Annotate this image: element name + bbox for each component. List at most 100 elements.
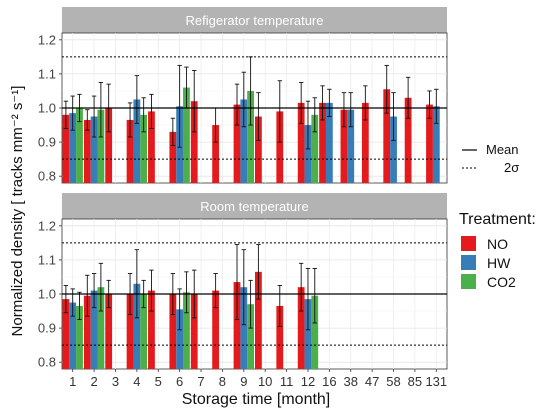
bar-co2-4 bbox=[140, 114, 148, 183]
bar-no-11 bbox=[276, 111, 284, 183]
error-bar-hw-9 bbox=[241, 71, 247, 128]
bar-no-1 bbox=[62, 299, 70, 369]
bar-co2-4 bbox=[140, 294, 148, 369]
error-bar-no-8 bbox=[213, 273, 218, 309]
y-axis-label: Normalized density [ tracks mm⁻² s⁻¹] bbox=[9, 86, 26, 337]
error-bar-co2-12 bbox=[312, 267, 317, 324]
error-bar-co2-6 bbox=[184, 271, 189, 314]
y-tick-label: 0.9 bbox=[38, 321, 56, 336]
error-bar-no-12 bbox=[298, 262, 304, 312]
bar-no-6 bbox=[169, 131, 177, 183]
y-tick-label: 0.9 bbox=[38, 135, 56, 150]
bar-hw-58 bbox=[390, 116, 397, 183]
error-bar-hw-6 bbox=[177, 288, 182, 331]
panel-strip bbox=[62, 193, 447, 219]
x-tick-label: 8 bbox=[219, 374, 226, 389]
x-tick-label: 16 bbox=[322, 374, 336, 389]
error-bar-hw-16 bbox=[327, 88, 332, 117]
x-tick-label: 7 bbox=[197, 374, 204, 389]
bar-no-2 bbox=[83, 119, 91, 183]
error-bar-no-10 bbox=[256, 92, 261, 141]
error-bar-no-47 bbox=[363, 85, 368, 121]
x-tick-label: 4 bbox=[133, 374, 140, 389]
error-bar-no-11 bbox=[277, 80, 282, 143]
x-tick-label: 12 bbox=[301, 374, 315, 389]
panels: Refigerator temperature0.80.91.01.11.2Ro… bbox=[38, 7, 448, 370]
bar-co2-9 bbox=[247, 304, 255, 369]
error-bar-no-16 bbox=[320, 85, 325, 121]
y-tick-label: 1.1 bbox=[38, 66, 56, 81]
bar-no-10 bbox=[254, 116, 262, 183]
bar-no-47 bbox=[361, 102, 369, 183]
error-bar-no-58 bbox=[384, 64, 389, 114]
bar-no-7 bbox=[190, 294, 198, 369]
reference-line-key: Mean 2σ bbox=[462, 142, 519, 175]
x-tick-label: 1 bbox=[69, 374, 76, 389]
x-tick-label: 85 bbox=[408, 374, 422, 389]
bar-hw-38 bbox=[347, 109, 355, 183]
panel-2: Room temperature 0.8 0.9 1.0 1.1 1.2 bbox=[38, 193, 448, 370]
x-tick-label: 2 bbox=[90, 374, 97, 389]
y-tick-label: 0.8 bbox=[38, 169, 56, 184]
bar-hw-4 bbox=[133, 99, 141, 183]
x-tick-label: 5 bbox=[155, 374, 162, 389]
error-bar-no-12 bbox=[298, 81, 304, 124]
bar-co2-12 bbox=[311, 295, 319, 369]
error-bar-hw-58 bbox=[391, 92, 396, 141]
bar-no-85 bbox=[404, 97, 412, 183]
error-bar-hw-12 bbox=[305, 100, 311, 150]
x-tick-label: 58 bbox=[386, 374, 400, 389]
error-bar-co2-2 bbox=[98, 262, 104, 312]
bar-no-6 bbox=[169, 294, 177, 369]
x-axis-label: Storage time [month] bbox=[182, 391, 331, 408]
error-bar-no-10 bbox=[256, 244, 261, 300]
panel-title: Refigerator temperature bbox=[185, 13, 323, 28]
bar-co2-1 bbox=[76, 108, 83, 183]
bar-no-7 bbox=[190, 101, 198, 183]
panel-1: Refigerator temperature 0.8 0.9 1.0 1.1 1.2 bbox=[38, 7, 448, 184]
error-bar-co2-1 bbox=[77, 291, 82, 321]
legend-title: Treatment: bbox=[459, 211, 536, 228]
error-bar-hw-12 bbox=[305, 267, 311, 331]
error-bar-no-131 bbox=[427, 90, 432, 119]
bar-hw-9 bbox=[240, 287, 248, 369]
two-sigma-key-label: 2σ bbox=[504, 160, 519, 175]
bar-co2-2 bbox=[97, 287, 105, 369]
error-bar-no-11 bbox=[277, 285, 282, 327]
error-bar-no-9 bbox=[234, 83, 240, 126]
bar-no-3 bbox=[105, 294, 113, 369]
error-bar-hw-131 bbox=[434, 88, 439, 124]
bar-no-4 bbox=[126, 119, 134, 183]
bar-no-16 bbox=[319, 102, 326, 183]
error-bar-no-5 bbox=[149, 269, 154, 312]
error-bar-co2-4 bbox=[141, 97, 146, 133]
bar-no-11 bbox=[276, 305, 284, 369]
bar-hw-131 bbox=[432, 106, 440, 183]
x-tick-label: 10 bbox=[258, 374, 272, 389]
error-bar-no-2 bbox=[85, 274, 90, 317]
x-tick-label: 47 bbox=[365, 374, 379, 389]
error-bar-co2-12 bbox=[312, 97, 317, 133]
bar-hw-2 bbox=[90, 290, 98, 369]
error-bar-hw-4 bbox=[134, 249, 140, 319]
bar-no-2 bbox=[83, 295, 91, 369]
error-bar-hw-9 bbox=[241, 249, 247, 326]
bar-no-5 bbox=[148, 111, 155, 183]
legend-swatch-no bbox=[461, 236, 476, 251]
error-bar-no-9 bbox=[234, 244, 240, 321]
y-tick-label: 1.2 bbox=[38, 218, 56, 233]
error-bar-hw-6 bbox=[177, 64, 182, 148]
x-tick-label: 3 bbox=[112, 374, 119, 389]
error-bar-hw-1 bbox=[70, 95, 75, 131]
x-tick-label: 131 bbox=[425, 374, 447, 389]
error-bar-co2-9 bbox=[248, 279, 253, 329]
x-tick-label: 38 bbox=[344, 374, 358, 389]
bar-hw-12 bbox=[304, 299, 312, 369]
bar-co2-9 bbox=[247, 90, 255, 183]
bar-hw-16 bbox=[325, 102, 333, 183]
error-bar-no-5 bbox=[149, 93, 154, 129]
error-bar-hw-2 bbox=[91, 95, 97, 138]
bar-hw-6 bbox=[176, 309, 184, 369]
panel-strip bbox=[62, 7, 447, 33]
